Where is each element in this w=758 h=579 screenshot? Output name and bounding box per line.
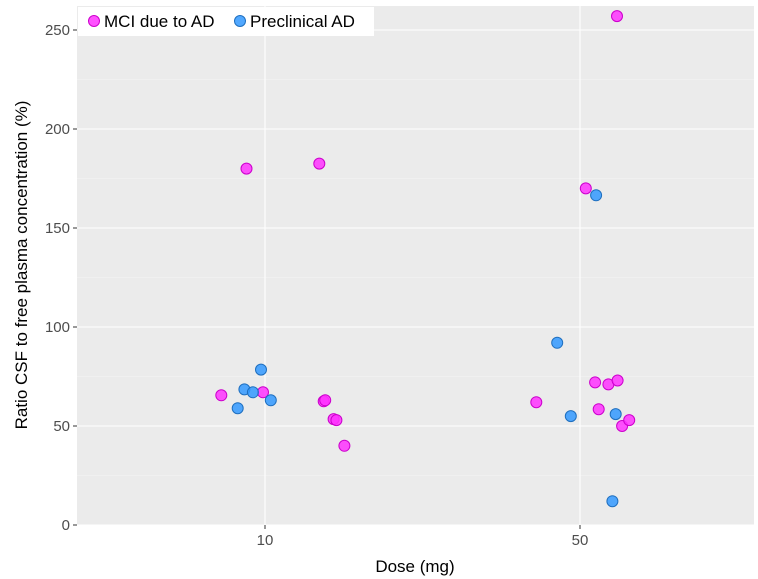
plot-panel <box>77 6 754 525</box>
legend-background <box>78 7 374 36</box>
data-point-mci <box>215 389 228 402</box>
data-point-mci <box>313 157 326 170</box>
y-axis-title: Ratio CSF to free plasma concentration (… <box>12 101 31 430</box>
data-point-preclinical <box>246 386 259 399</box>
x-axis: 10 50 <box>257 525 589 549</box>
data-point-preclinical <box>231 402 244 415</box>
y-tick-label: 200 <box>45 121 70 138</box>
legend-key-mci <box>88 15 100 27</box>
minor-grid <box>77 79 754 476</box>
data-point-mci <box>240 162 253 175</box>
legend-key-preclinical <box>234 15 246 27</box>
data-point-mci <box>530 396 543 409</box>
data-point-mci <box>589 376 602 389</box>
data-points <box>215 10 636 508</box>
y-tick-label: 100 <box>45 319 70 336</box>
data-point-mci <box>623 414 636 427</box>
legend-label-mci: MCI due to AD <box>104 12 215 31</box>
legend: MCI due to AD Preclinical AD <box>78 7 374 36</box>
y-axis: 0 50 100 150 200 250 <box>45 22 77 534</box>
data-point-preclinical <box>255 363 267 376</box>
legend-label-preclinical: Preclinical AD <box>250 12 355 31</box>
y-tick-label: 0 <box>62 517 70 534</box>
y-tick-label: 50 <box>53 418 70 435</box>
x-tick-label: 10 <box>257 532 274 549</box>
data-point-mci <box>579 182 592 195</box>
x-axis-title: Dose (mg) <box>375 557 454 576</box>
data-point-preclinical <box>590 189 603 202</box>
data-point-preclinical <box>609 408 622 421</box>
data-point-mci <box>330 414 343 427</box>
data-point-mci <box>338 439 351 452</box>
data-point-mci <box>319 394 332 407</box>
y-tick-label: 150 <box>45 220 70 237</box>
data-point-preclinical <box>606 495 619 508</box>
data-point-preclinical <box>551 336 564 349</box>
y-tick-label: 250 <box>45 22 70 39</box>
x-tick-label: 50 <box>572 532 589 549</box>
data-point-mci <box>611 10 623 23</box>
data-point-mci <box>592 403 605 416</box>
data-point-preclinical <box>264 394 277 407</box>
data-point-preclinical <box>564 410 577 423</box>
data-point-mci <box>611 374 624 387</box>
